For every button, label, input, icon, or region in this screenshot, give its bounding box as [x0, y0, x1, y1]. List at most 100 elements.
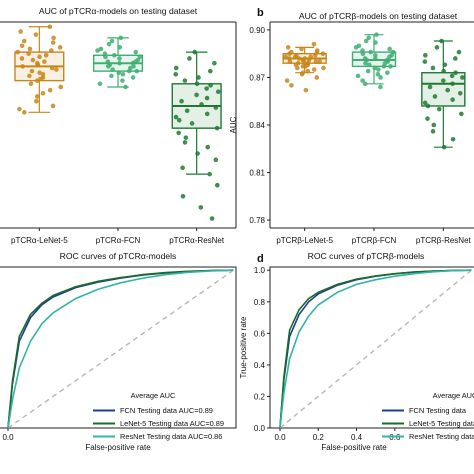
- data-point: [208, 83, 213, 88]
- chart-title: AUC of pTCRα-models on testing dataset: [39, 6, 198, 16]
- data-point: [117, 60, 122, 66]
- data-point: [34, 78, 40, 83]
- data-point: [192, 49, 197, 55]
- box-group: [14, 24, 65, 115]
- data-point: [303, 87, 309, 93]
- data-point: [110, 67, 115, 72]
- data-point: [118, 35, 124, 41]
- data-point: [213, 157, 219, 163]
- data-point: [103, 54, 108, 60]
- data-point: [19, 56, 25, 61]
- data-point: [317, 59, 323, 64]
- y-tick-label: 0.81: [249, 169, 265, 178]
- y-tick-label: 1.0: [254, 266, 266, 275]
- box-group: [421, 38, 466, 150]
- data-point: [120, 71, 126, 77]
- data-point: [430, 65, 436, 71]
- data-point: [457, 91, 463, 96]
- panel-a-boxplot: AUC of pTCRα-models on testing dataset pT…: [0, 6, 237, 245]
- category-label: pTCRβ-LeNet-5: [276, 236, 333, 245]
- data-point: [35, 62, 41, 68]
- data-point: [287, 51, 292, 56]
- data-point: [34, 94, 40, 99]
- data-point: [431, 122, 437, 128]
- roc-curve: [279, 269, 472, 429]
- data-point: [182, 78, 188, 83]
- data-point: [42, 59, 47, 64]
- data-point: [29, 68, 35, 74]
- panel-d-roc: ROC curves of pTCRβ-models 0.0 0.2 0.4 0.6 0.…: [239, 251, 474, 452]
- legend-title: Average AUC: [131, 391, 176, 400]
- y-tick-label: 0.2: [254, 392, 266, 401]
- data-point: [450, 81, 455, 87]
- data-point: [373, 56, 378, 61]
- data-point: [387, 54, 392, 60]
- data-point: [111, 52, 117, 58]
- plot-frame: [269, 266, 474, 429]
- data-point: [430, 129, 436, 134]
- box-group: [351, 32, 397, 90]
- data-point: [434, 45, 440, 50]
- data-point: [363, 60, 368, 66]
- data-point: [213, 105, 219, 110]
- data-point: [130, 75, 136, 80]
- legend-label: LeNet-5 Testing data: [409, 419, 474, 428]
- data-point: [180, 194, 186, 199]
- box-group: [92, 35, 144, 90]
- data-point: [432, 94, 438, 99]
- data-point: [311, 41, 317, 47]
- data-point: [355, 73, 361, 79]
- data-point: [180, 165, 185, 171]
- data-point: [19, 43, 25, 49]
- y-tick-label: 0.84: [249, 121, 265, 130]
- x-tick-label: 0.4: [351, 433, 363, 442]
- data-point: [21, 110, 27, 115]
- data-point: [289, 83, 294, 88]
- data-point: [360, 78, 365, 83]
- y-tick-label: 0.6: [254, 329, 266, 338]
- data-point: [179, 98, 184, 104]
- category-label: pTCRα-LeNet-5: [11, 236, 68, 245]
- data-point: [20, 64, 25, 69]
- data-point: [314, 75, 320, 80]
- data-point: [106, 64, 111, 69]
- data-point: [199, 102, 204, 107]
- data-point: [456, 49, 462, 55]
- legend: Average AUC FCN Testing data AUC=0.89 LeNe…: [93, 391, 224, 441]
- data-point: [28, 81, 34, 87]
- data-point: [30, 57, 36, 63]
- data-point: [362, 81, 368, 87]
- data-point: [133, 49, 139, 55]
- data-point: [373, 40, 378, 45]
- legend-label: ResNet Testing data: [409, 432, 474, 441]
- box-group: [171, 49, 222, 221]
- data-point: [176, 117, 182, 123]
- data-point: [360, 51, 366, 56]
- data-point: [123, 84, 128, 90]
- data-point: [423, 52, 428, 58]
- data-point: [43, 52, 49, 58]
- category-label: pTCRβ-FCN: [352, 236, 397, 245]
- panel-b-boxplot: AUC of pTCRβ-models on testing dataset 0.…: [229, 11, 474, 245]
- data-point: [27, 46, 33, 52]
- y-tick-label: 0.78: [249, 216, 265, 225]
- data-point: [47, 87, 53, 93]
- panel-c-roc: ROC curves of pTCRα-models 0.0 False-posit…: [0, 251, 237, 452]
- data-point: [321, 65, 326, 71]
- data-point: [285, 45, 291, 50]
- data-point: [366, 35, 372, 41]
- data-point: [207, 68, 213, 74]
- chance-diagonal: [279, 269, 472, 429]
- data-point: [47, 24, 53, 30]
- panel-letter-b: b: [257, 7, 264, 19]
- data-point: [58, 84, 64, 90]
- data-point: [287, 59, 293, 64]
- data-point: [18, 29, 23, 34]
- chart-title: ROC curves of pTCRβ-models: [308, 251, 425, 261]
- y-tick-label: 0.87: [249, 73, 265, 82]
- data-point: [453, 70, 458, 76]
- data-point: [453, 56, 458, 61]
- panel-letter-d: d: [257, 253, 264, 265]
- data-point: [204, 111, 210, 117]
- data-point: [189, 121, 195, 126]
